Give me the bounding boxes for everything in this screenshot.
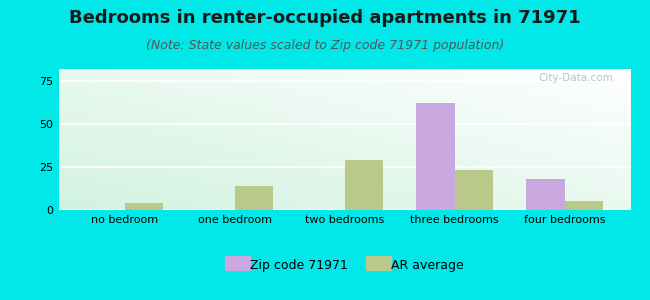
Bar (416, 103, 454, 210)
Bar (564, 201, 603, 210)
Bar (344, 160, 383, 210)
Legend: Zip code 71971, AR average: Zip code 71971, AR average (220, 254, 469, 277)
Bar (526, 179, 564, 210)
Text: City-Data.com: City-Data.com (539, 73, 614, 83)
Bar (125, 203, 163, 210)
Text: Bedrooms in renter-occupied apartments in 71971: Bedrooms in renter-occupied apartments i… (69, 9, 581, 27)
Bar (235, 186, 273, 210)
Text: (Note: State values scaled to Zip code 71971 population): (Note: State values scaled to Zip code 7… (146, 39, 504, 52)
Bar (454, 170, 493, 210)
